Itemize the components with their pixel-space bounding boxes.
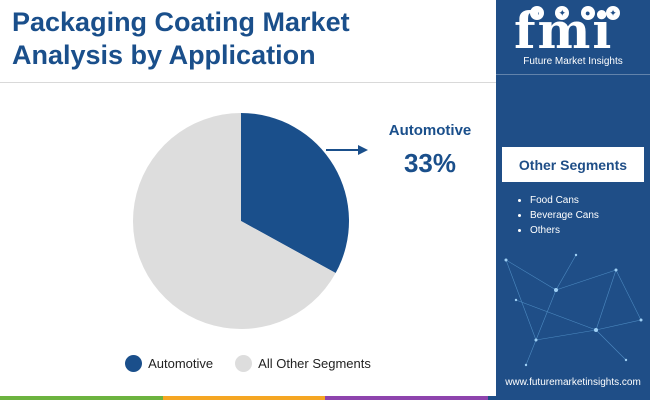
- sidebar: ● ✦ ● ✦ fmi Future Market Insights Other…: [496, 0, 650, 400]
- logo-icons: ● ✦ ● ✦: [530, 6, 620, 20]
- title-line-2: Analysis by Application: [12, 40, 316, 70]
- bottom-bar-segment: [325, 396, 488, 400]
- legend-swatch-other-segments: [235, 355, 253, 372]
- pie-chart: [133, 112, 368, 329]
- logo-icon-4: ✦: [605, 6, 620, 20]
- other-segments-list: Food Cans Beverage Cans Others: [518, 193, 599, 238]
- logo-subtitle: Future Market Insights: [523, 56, 623, 67]
- legend-label-automotive: Automotive: [148, 356, 214, 371]
- callout-arrow-head: [358, 145, 368, 155]
- pie-slice-all-other-segments: [133, 112, 336, 329]
- callout-value: 33%: [403, 148, 457, 178]
- chart-legend: Automotive All Other Segments: [0, 355, 496, 372]
- pie-slice-automotive: [241, 113, 349, 274]
- bottom-bar-segment: [487, 396, 650, 400]
- bottom-color-bar: [0, 396, 650, 400]
- segment-item-food-cans: Food Cans: [518, 193, 599, 208]
- bottom-bar-segment: [0, 396, 163, 400]
- logo-wordmark: fmi: [514, 1, 614, 60]
- website-url[interactable]: www.futuremarketinsights.com: [505, 377, 641, 388]
- fmi-logo: ● ✦ ● ✦ fmi Future Market Insights: [496, 0, 650, 75]
- other-segments-heading: Other Segments: [502, 147, 644, 182]
- segment-item-others: Others: [518, 223, 599, 238]
- title-line-1: Packaging Coating Market: [12, 7, 350, 37]
- legend-swatch-automotive: [125, 355, 143, 372]
- legend-label-other-segments: All Other Segments: [258, 356, 371, 371]
- header-divider: [0, 82, 496, 83]
- logo-icon-3: ●: [580, 6, 595, 20]
- network-decoration: [504, 253, 643, 367]
- legend-item-automotive: Automotive: [125, 355, 213, 372]
- bottom-bar-segment: [162, 396, 325, 400]
- page-title: Packaging Coating Market Analysis by App…: [12, 6, 350, 72]
- logo-icon-1: ●: [530, 6, 544, 20]
- segment-item-beverage-cans: Beverage Cans: [518, 208, 599, 223]
- logo-icon-2: ✦: [555, 6, 570, 20]
- legend-item-other-segments: All Other Segments: [235, 355, 371, 372]
- callout-label: Automotive: [388, 122, 472, 139]
